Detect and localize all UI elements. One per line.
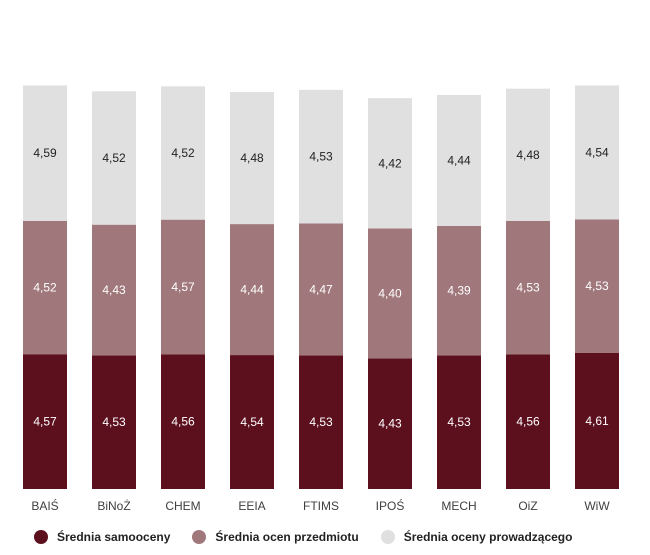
x-tick-label-bais: BAIŚ xyxy=(31,498,58,513)
legend-label-prowadzacy: Średnia oceny prowadzącego xyxy=(403,530,573,544)
data-label-mech-s2: 4,44 xyxy=(447,153,471,167)
data-label-ftims-s0: 4,53 xyxy=(309,415,333,429)
data-label-oiz-s2: 4,48 xyxy=(516,148,540,162)
bar-segment-oiz-s0 xyxy=(506,354,550,489)
bar-segment-eeia-s1 xyxy=(230,224,274,356)
x-tick-label-eeia: EEIA xyxy=(238,499,265,513)
bar-segment-wiw-s2 xyxy=(575,85,619,220)
data-label-eeia-s1: 4,44 xyxy=(240,283,264,297)
legend-swatch-samoocena xyxy=(34,530,48,544)
bar-segment-binoz-s1 xyxy=(92,224,136,356)
bar-segment-ftims-s2 xyxy=(299,89,343,224)
bar-segment-mech-s1 xyxy=(437,225,481,356)
bar-segment-binoz-s2 xyxy=(92,91,136,225)
x-tick-label-chem: CHEM xyxy=(165,499,200,513)
stacked-bar-chart: 4,57 4,52 4,59 BAIŚ 4,53 4,43 4,52 BiNoŻ 4,56 4,5… xyxy=(23,85,619,513)
data-label-binoz-s1: 4,43 xyxy=(102,283,126,297)
data-label-ipos-s2: 4,42 xyxy=(378,156,402,170)
data-label-mech-s0: 4,53 xyxy=(447,415,471,429)
legend-swatch-przedmiot xyxy=(192,530,207,544)
x-tick-label-mech: MECH xyxy=(441,499,476,513)
data-label-binoz-s2: 4,52 xyxy=(102,151,126,165)
data-label-wiw-s2: 4,54 xyxy=(585,145,609,159)
bar-segment-bais-s2 xyxy=(23,85,67,221)
legend-item-samoocena: Średnia samooceny xyxy=(34,530,170,544)
data-label-binoz-s0: 4,53 xyxy=(102,415,126,429)
legend-label-samoocena: Średnia samooceny xyxy=(57,530,171,544)
bar-segment-ftims-s0 xyxy=(299,355,343,489)
bar-segment-eeia-s2 xyxy=(230,91,274,225)
legend-item-przedmiot: Średnia ocen przedmiotu xyxy=(192,530,359,544)
bar-segment-wiw-s1 xyxy=(575,219,619,354)
data-label-chem-s0: 4,56 xyxy=(171,415,195,429)
data-label-ftims-s1: 4,47 xyxy=(309,282,333,296)
data-label-bais-s2: 4,59 xyxy=(33,146,57,160)
data-label-ipos-s0: 4,43 xyxy=(378,417,402,431)
bar-segment-chem-s1 xyxy=(161,219,205,355)
x-tick-label-oiz: OiZ xyxy=(518,499,537,513)
bar-segment-ipos-s2 xyxy=(368,98,412,229)
bar-segment-binoz-s0 xyxy=(92,355,136,489)
bar-segment-oiz-s2 xyxy=(506,88,550,221)
data-label-wiw-s1: 4,53 xyxy=(585,279,609,293)
x-tick-label-wiw: WiW xyxy=(584,499,610,513)
data-label-eeia-s2: 4,48 xyxy=(240,151,264,165)
data-label-chem-s2: 4,52 xyxy=(171,146,195,160)
legend-label-przedmiot: Średnia ocen przedmiotu xyxy=(215,530,359,544)
data-label-wiw-s0: 4,61 xyxy=(585,414,609,428)
bar-segment-oiz-s1 xyxy=(506,220,550,355)
data-label-mech-s1: 4,39 xyxy=(447,284,471,298)
data-label-chem-s1: 4,57 xyxy=(171,280,195,294)
data-label-oiz-s0: 4,56 xyxy=(516,415,540,429)
x-tick-label-ftims: FTIMS xyxy=(303,499,339,513)
bar-segment-ipos-s1 xyxy=(368,228,412,359)
data-label-ipos-s1: 4,40 xyxy=(378,286,402,300)
bar-segment-wiw-s0 xyxy=(575,353,619,489)
bar-segment-mech-s2 xyxy=(437,94,481,226)
data-label-bais-s0: 4,57 xyxy=(33,415,57,429)
bar-segment-chem-s0 xyxy=(161,354,205,489)
x-tick-label-ipos: IPOŚ xyxy=(376,498,405,513)
data-label-ftims-s2: 4,53 xyxy=(309,150,333,164)
data-label-oiz-s1: 4,53 xyxy=(516,281,540,295)
bar-segment-bais-s0 xyxy=(23,354,67,489)
bar-segment-bais-s1 xyxy=(23,220,67,355)
bar-segment-mech-s0 xyxy=(437,355,481,489)
legend-swatch-prowadzacy xyxy=(380,530,395,544)
bar-segment-eeia-s0 xyxy=(230,355,274,489)
data-label-eeia-s0: 4,54 xyxy=(240,415,264,429)
bar-segment-ftims-s1 xyxy=(299,223,343,356)
chart-legend: Średnia samooceny Średnia ocen przedmiot… xyxy=(34,530,572,544)
data-label-bais-s1: 4,52 xyxy=(33,281,57,295)
bar-segment-ipos-s0 xyxy=(368,358,412,489)
legend-item-prowadzacy: Średnia oceny prowadzącego xyxy=(380,530,573,544)
x-tick-label-binoz: BiNoŻ xyxy=(97,499,130,513)
bar-segment-chem-s2 xyxy=(161,86,205,220)
